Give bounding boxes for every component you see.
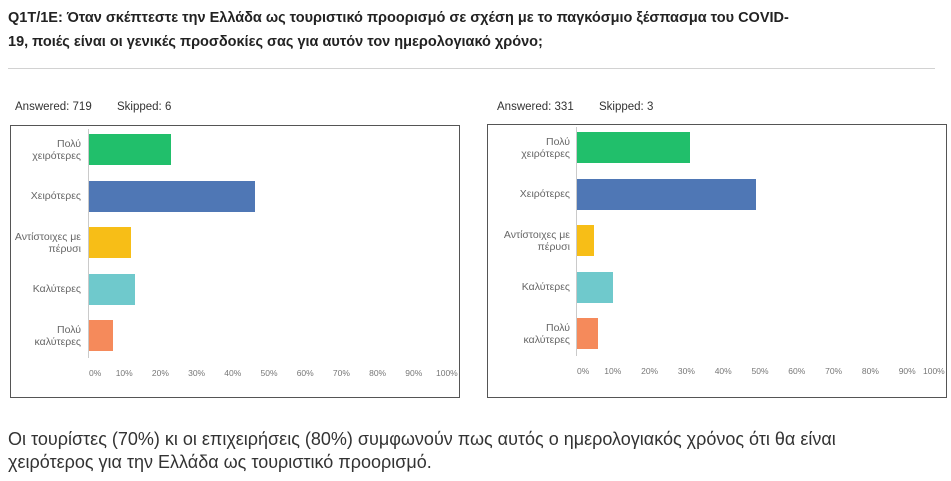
x-tick-label: 70% (825, 366, 843, 376)
bar-same-as-last-year (577, 225, 595, 256)
x-tick-label: 20% (641, 366, 659, 376)
x-tick-label: 10% (115, 368, 133, 378)
category-label-much-worse: Πολύ χειρότερες (490, 132, 570, 163)
bar-worse (89, 180, 255, 212)
x-tick-label: 30% (677, 366, 695, 376)
conclusion-line: χειρότερος για την Ελλάδα ως τουριστικό … (8, 452, 432, 472)
category-label-line: Πολύ (57, 137, 81, 150)
bar-much-worse (577, 132, 691, 163)
category-label-much-better: Πολύ καλύτερες (13, 320, 81, 351)
bar-better (89, 273, 136, 305)
x-tick-label: 60% (788, 366, 806, 376)
category-label-much-worse: Πολύ χειρότερες (13, 134, 81, 165)
bar-better (577, 271, 613, 303)
divider (8, 68, 935, 69)
conclusion-text: Οι τουρίστες (70%) κι οι επιχειρήσεις (8… (8, 428, 836, 474)
category-label-line: Καλύτερες (32, 283, 81, 295)
category-label-line: καλύτερες (523, 333, 570, 346)
category-label-line: Αντίστοιχες με (503, 228, 570, 241)
skipped-count: Skipped: 6 (117, 101, 172, 113)
x-tick-label: 100% (923, 366, 945, 376)
question-title: Q1T/1E: Όταν σκέπτεστε την Ελλάδα ως του… (8, 6, 789, 54)
response-stats-businesses: Answered: 331 Skipped: 3 (497, 100, 653, 114)
x-tick-label: 60% (296, 368, 314, 378)
x-tick-label: 100% (436, 368, 458, 378)
bar-chart-businesses: Πολύ χειρότερες Χειρότερες Αντίστοιχες με … (487, 124, 947, 398)
bar-same-as-last-year (89, 227, 132, 258)
bar-much-better (89, 320, 114, 351)
x-tick-label: 0% (89, 368, 102, 378)
x-tick-label: 50% (751, 366, 769, 376)
question-title-line: 19, ποιές είναι οι γενικές προσδοκίες σα… (8, 34, 543, 50)
category-label-line: Πολύ (546, 135, 570, 148)
bar-much-worse (89, 134, 172, 165)
skipped-count: Skipped: 3 (599, 101, 654, 113)
response-stats-tourists: Answered: 719 Skipped: 6 (15, 100, 171, 114)
bar-much-better (577, 318, 599, 349)
category-label-worse: Χειρότερες (490, 179, 570, 210)
answered-count: Answered: 719 (15, 101, 92, 113)
category-label-line: πέρυσι (537, 240, 570, 253)
bar-chart-tourists: Πολύ χειρότερες Χειρότερες Αντίστοιχες με … (10, 125, 460, 398)
category-label-same-as-last-year: Αντίστοιχες με πέρυσι (13, 227, 81, 258)
category-label-better: Καλύτερες (490, 272, 570, 303)
x-tick-label: 40% (224, 368, 242, 378)
x-tick-label: 40% (714, 366, 732, 376)
x-tick-label: 90% (405, 368, 423, 378)
category-label-line: χειρότερες (521, 147, 570, 160)
category-label-line: πέρυσι (48, 242, 81, 255)
x-tick-label: 80% (369, 368, 387, 378)
conclusion-line: Οι τουρίστες (70%) κι οι επιχειρήσεις (8… (8, 429, 836, 449)
category-label-much-better: Πολύ καλύτερες (490, 318, 570, 349)
x-tick-label: 30% (188, 368, 206, 378)
x-tick-label: 10% (604, 366, 622, 376)
x-tick-label: 0% (577, 366, 590, 376)
x-tick-label: 20% (151, 368, 169, 378)
category-label-same-as-last-year: Αντίστοιχες με πέρυσι (490, 225, 570, 256)
category-label-line: χειρότερες (32, 149, 81, 162)
x-tick-label: 70% (332, 368, 350, 378)
y-axis-line (576, 127, 577, 356)
category-label-better: Καλύτερες (13, 274, 81, 305)
category-label-line: Αντίστοιχες με (14, 230, 81, 243)
bar-worse (577, 178, 757, 210)
x-tick-label: 50% (260, 368, 278, 378)
category-label-line: Χειρότερες (30, 190, 81, 202)
category-label-line: καλύτερες (34, 335, 81, 348)
category-label-line: Πολύ (57, 323, 81, 336)
category-label-line: Χειρότερες (519, 188, 570, 200)
category-label-line: Καλύτερες (521, 281, 570, 293)
x-tick-label: 90% (898, 366, 916, 376)
category-label-worse: Χειρότερες (13, 181, 81, 212)
y-axis-line (88, 129, 89, 358)
question-title-line: Q1T/1E: Όταν σκέπτεστε την Ελλάδα ως του… (8, 10, 789, 26)
category-label-line: Πολύ (546, 321, 570, 334)
answered-count: Answered: 331 (497, 101, 574, 113)
x-tick-label: 80% (861, 366, 879, 376)
